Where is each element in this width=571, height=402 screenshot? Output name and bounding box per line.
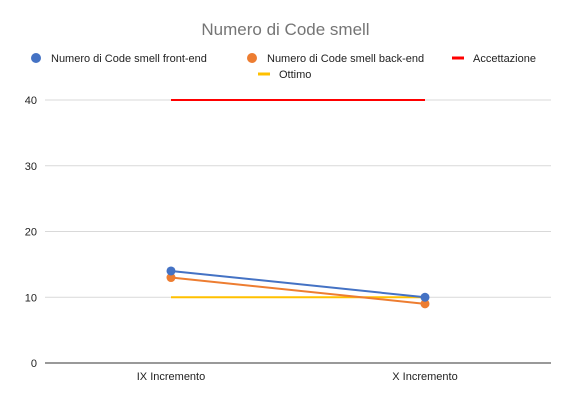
axes: 0 10 20 30 40 IX Incremento X Incremento [25, 95, 458, 383]
chart-title: Numero di Code smell [201, 20, 369, 39]
y-tick-label: 0 [31, 358, 37, 370]
data-point [420, 292, 430, 302]
y-tick-label: 10 [25, 292, 37, 304]
legend-label: Ottimo [279, 69, 311, 81]
series-line [170, 276, 426, 305]
y-tick-label: 40 [25, 95, 37, 107]
legend-label: Numero di Code smell back-end [267, 53, 424, 65]
gridlines [45, 99, 551, 364]
y-tick-label: 30 [25, 161, 37, 173]
data-point [420, 299, 430, 309]
data-point [166, 273, 176, 283]
x-tick-label: IX Incremento [137, 371, 205, 383]
x-tick-label: X Incremento [392, 371, 457, 383]
series-layer [166, 99, 430, 309]
legend: Numero di Code smell front-end Numero di … [31, 53, 536, 81]
legend-label: Numero di Code smell front-end [51, 53, 207, 65]
data-point [166, 266, 176, 276]
legend-label: Accettazione [473, 53, 536, 65]
legend-marker [31, 53, 41, 63]
series-line [170, 269, 426, 299]
y-tick-label: 20 [25, 227, 37, 239]
legend-marker [247, 53, 257, 63]
